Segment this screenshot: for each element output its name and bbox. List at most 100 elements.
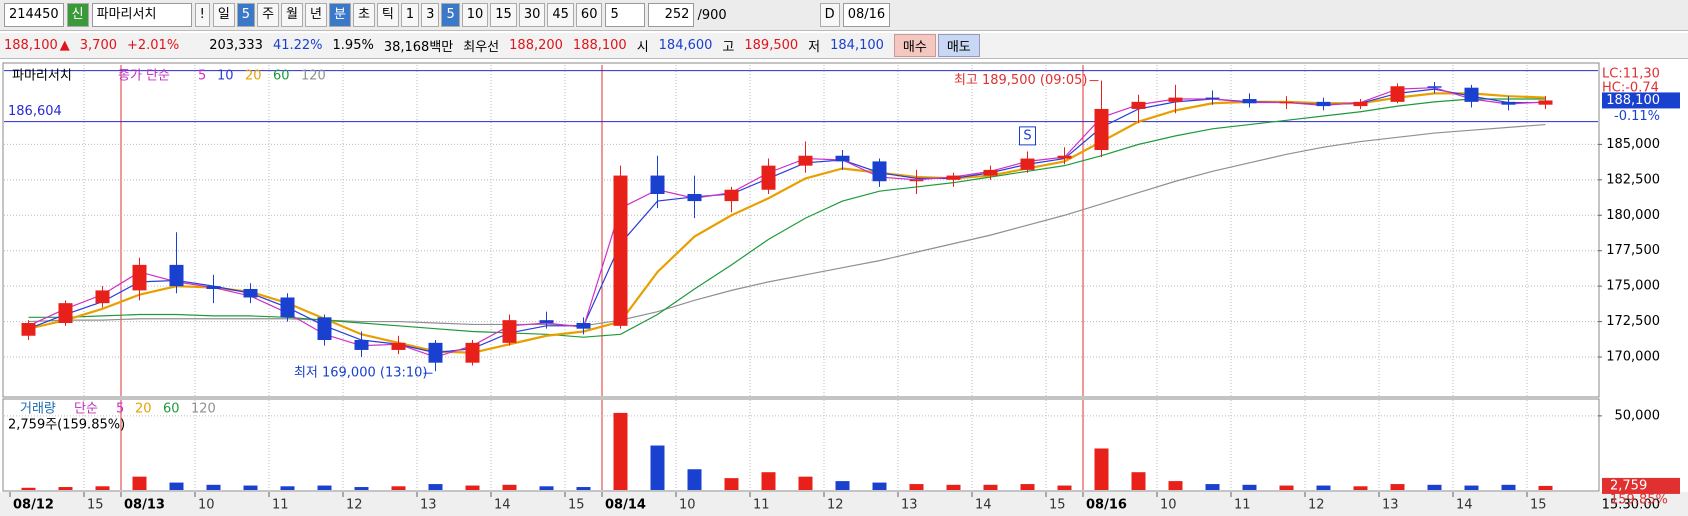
ref-label: 186,604 — [8, 104, 62, 119]
candle-body — [1390, 86, 1405, 102]
period-button[interactable]: 45 — [547, 3, 574, 27]
period-button[interactable]: 5 — [236, 3, 256, 27]
candle-body — [1427, 86, 1442, 88]
candle-body — [872, 161, 887, 182]
period-button[interactable]: 월 — [281, 3, 304, 27]
low: 184,100 — [830, 38, 884, 53]
volume-panel — [2, 398, 1600, 492]
x-tick-label: 15 — [1530, 498, 1547, 513]
x-tick-label: 08/13 — [124, 498, 165, 513]
volume-bar — [354, 487, 369, 490]
candle-body — [761, 165, 776, 190]
legend-entry: 120 — [301, 69, 326, 84]
y-tick-label: 175,000 — [1606, 279, 1660, 294]
x-tick-label: 14 — [975, 498, 992, 513]
period-button[interactable]: 10 — [461, 3, 489, 27]
legend-entry: 20 — [135, 402, 152, 417]
change: 3,700 — [79, 38, 117, 53]
x-tick-label: 08/14 — [605, 498, 646, 513]
d-check[interactable]: D — [819, 3, 840, 27]
candle-body — [132, 264, 147, 291]
legend-entry: 10 — [217, 69, 234, 84]
volume-bar — [983, 484, 998, 490]
period-button[interactable]: 일 — [212, 3, 235, 27]
candle-body — [1168, 97, 1183, 102]
stock-code[interactable]: 214450 — [4, 3, 64, 27]
legend-entry: 120 — [191, 402, 216, 417]
x-tick-label: 10 — [679, 498, 696, 513]
x-tick-label: 14 — [1456, 498, 1473, 513]
candle-body — [502, 320, 517, 343]
volume-bar — [1390, 484, 1405, 490]
panel-title: 파마리서치 — [12, 69, 72, 84]
candle-body — [58, 303, 73, 323]
candle-body — [1057, 155, 1072, 159]
ma-line — [28, 98, 1546, 338]
period-button[interactable]: 년 — [305, 3, 327, 27]
volume-bar — [909, 484, 924, 490]
tag[interactable]: 신 — [66, 3, 89, 27]
period-button[interactable]: 5 — [441, 3, 460, 27]
alert[interactable]: ! — [194, 3, 210, 27]
high-label: 고 — [722, 40, 735, 55]
annotation: 최고 189,500 (09:05) — [954, 73, 1088, 88]
corner-label: LC:11,30 — [1602, 67, 1660, 82]
candle-body — [798, 155, 813, 166]
candle-body — [835, 155, 850, 162]
period-button[interactable]: 주 — [257, 3, 280, 27]
candle-body — [317, 317, 332, 341]
stock-name[interactable]: 파마리서치 — [91, 3, 192, 27]
current-box — [1602, 92, 1680, 109]
period-button[interactable]: 분 — [328, 3, 351, 27]
volume-bar — [539, 486, 554, 490]
signal: S — [1023, 128, 1031, 143]
candle-body — [1538, 100, 1553, 105]
period-button[interactable]: 초 — [352, 3, 375, 27]
candle-body — [1501, 101, 1516, 105]
period-button[interactable]: 60 — [575, 3, 603, 27]
current-label: 188,100 — [1606, 93, 1660, 108]
candle-body — [1020, 158, 1035, 170]
x-tick-label: 10 — [1160, 498, 1177, 513]
period-button[interactable]: 1 — [400, 3, 420, 27]
candle-body — [243, 288, 258, 298]
volume-status: 2,759주(159.85%) — [8, 418, 125, 433]
candle-body — [724, 189, 739, 202]
period-button[interactable]: 30 — [518, 3, 546, 27]
volume-bar — [317, 485, 332, 490]
amount: 38,168백만 — [383, 40, 454, 55]
period-button[interactable]: 15 — [490, 3, 517, 27]
candle-body — [613, 175, 628, 326]
volume-bar — [1501, 484, 1516, 490]
x-tick-label: 12 — [1308, 498, 1325, 513]
volume-bar — [724, 478, 739, 490]
candle-body — [280, 297, 295, 318]
sell-button[interactable]: 매도 — [937, 34, 980, 57]
legend-label: 종가 단순 — [118, 69, 170, 84]
date[interactable]: 08/16 — [842, 3, 891, 27]
volume-bar — [1316, 485, 1331, 490]
volume-bar — [1353, 486, 1368, 490]
volume-bar — [502, 484, 517, 490]
volume-bar — [132, 476, 147, 490]
candle-body — [1242, 99, 1257, 104]
price-panel — [2, 62, 1600, 398]
bid: 188,100 — [572, 38, 627, 53]
buy-button[interactable]: 매수 — [893, 34, 936, 57]
x-tick-label: 11 — [753, 498, 770, 513]
interval[interactable]: 5 — [605, 3, 646, 27]
period-button[interactable]: 3 — [421, 3, 440, 27]
annotation: 최저 169,000 (13:10) — [294, 366, 428, 381]
count[interactable]: 252 — [648, 3, 695, 27]
legend-entry: 60 — [163, 402, 180, 417]
period-button[interactable]: 틱 — [376, 3, 399, 27]
arrow: ▲ — [59, 38, 70, 53]
candle-body — [1131, 101, 1146, 109]
legend-label: 단순 — [74, 402, 98, 417]
candle-body — [1094, 108, 1109, 151]
open: 184,600 — [658, 38, 713, 53]
volume-bar — [58, 487, 73, 490]
open-label: 시 — [636, 40, 649, 55]
volume-bar — [280, 486, 295, 490]
